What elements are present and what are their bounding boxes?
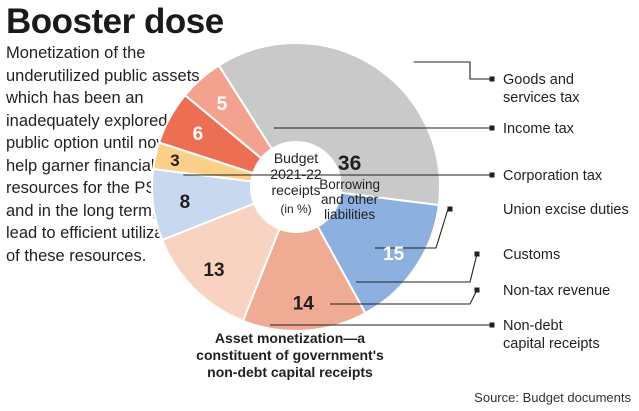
leader-marker	[489, 322, 495, 328]
category-label-non-debt-capital-receipts: capital receipts	[503, 336, 600, 352]
value-label-customs: 3	[170, 151, 179, 170]
leader-marker	[489, 76, 495, 82]
leader-marker	[447, 206, 453, 212]
slice-corporation-tax	[160, 202, 281, 323]
category-label-income-tax: Income tax	[503, 121, 575, 137]
leader-customs	[356, 253, 478, 283]
slice-label-line: liabilities	[324, 207, 375, 222]
category-label-goods-and-services-tax: Goods and	[503, 72, 574, 88]
source-note: Source: Budget documents	[474, 390, 631, 405]
donut-slices	[151, 42, 441, 332]
slice-income-tax	[241, 225, 367, 332]
slice-borrowing-and-other-liabilities	[217, 42, 441, 207]
leader-marker	[474, 287, 480, 293]
slice-label-line: Borrowing	[319, 177, 380, 192]
annotation-line: Asset monetization—a	[215, 330, 365, 346]
category-label-goods-and-services-tax: services tax	[503, 90, 580, 106]
leader-marker	[474, 251, 480, 257]
category-label-non-tax-revenue: Non-tax revenue	[503, 283, 610, 299]
category-labels: Goods and services tax Income tax Corporati…	[319, 72, 629, 352]
value-label-union-excise-duties: 8	[180, 192, 191, 213]
chart-subtitle: Monetization of the underutilized public…	[6, 44, 205, 265]
value-label-corporation-tax: 13	[203, 260, 224, 281]
slice-goods-and-services-tax	[316, 191, 440, 315]
leader-marker	[489, 125, 495, 131]
leader-lines	[183, 61, 495, 328]
center-title-line: 2021-22	[270, 166, 322, 182]
leader-goods-and-services-tax	[413, 61, 492, 80]
page-title: Booster dose	[6, 2, 224, 41]
annotation-line: non-debt capital receipts	[207, 364, 373, 380]
value-label-non-tax-revenue: 6	[193, 124, 204, 145]
category-label-non-debt-capital-receipts: Non-debt	[503, 318, 563, 334]
center-unit: (in %)	[280, 202, 311, 216]
value-label-goods-and-services-tax: 15	[383, 244, 405, 265]
leader-non-tax-revenue	[330, 289, 478, 305]
center-title-line: receipts	[271, 182, 320, 198]
category-label-union-excise-duties: Union excise duties	[503, 202, 629, 218]
leader-marker	[489, 172, 495, 178]
value-label-non-debt-capital-receipts: 5	[217, 94, 228, 115]
category-label-corporation-tax: Corporation tax	[503, 168, 603, 184]
category-label-customs: Customs	[503, 247, 560, 263]
value-label-income-tax: 14	[293, 294, 315, 315]
value-label-borrowing-and-other-liabilities: 36	[338, 152, 361, 175]
center-title-line: Budget	[274, 150, 318, 166]
slice-label-line: and other	[321, 192, 379, 207]
annotation-line: constituent of government's	[196, 347, 384, 363]
